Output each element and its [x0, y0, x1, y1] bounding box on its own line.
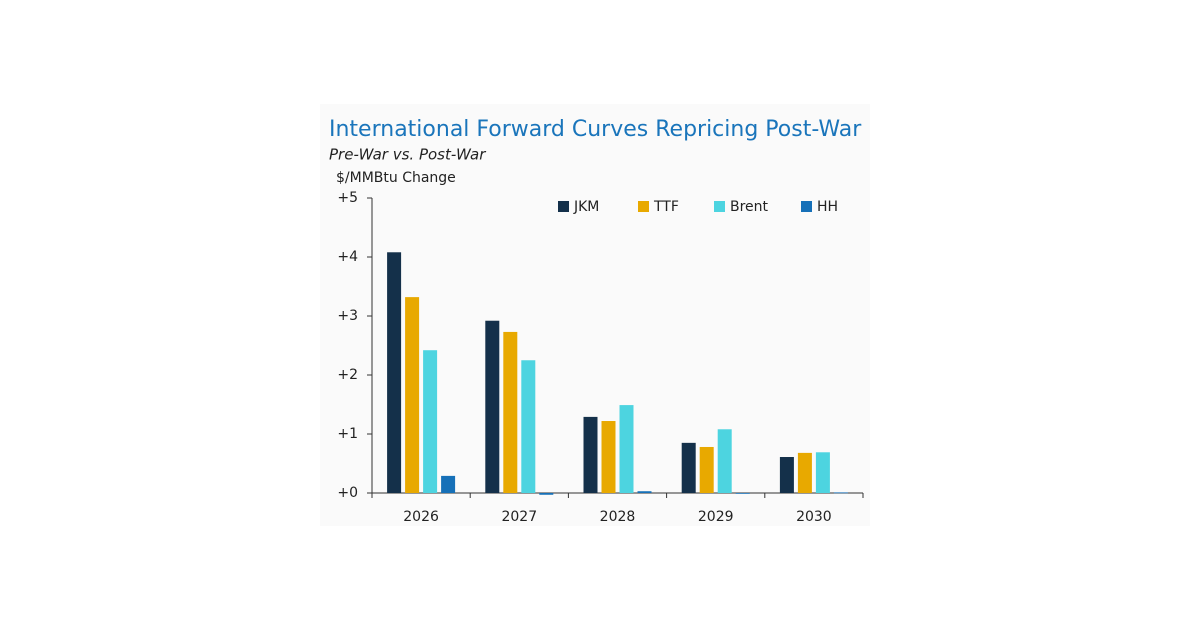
bar: [637, 491, 652, 493]
y-tick-label: +2: [337, 367, 358, 383]
bar: [539, 493, 554, 495]
legend-swatch: [801, 201, 812, 212]
bar: [387, 252, 402, 493]
bar: [583, 416, 598, 493]
bar: [779, 457, 794, 493]
y-tick-label: +3: [337, 308, 358, 324]
y-tick-label: +1: [337, 426, 358, 442]
bar: [815, 452, 830, 493]
legend-label: JKM: [573, 199, 599, 215]
x-tick-label: 2030: [796, 509, 832, 525]
bar: [797, 452, 812, 493]
legend-label: HH: [817, 199, 838, 215]
x-tick-label: 2029: [698, 509, 734, 525]
bar: [485, 320, 500, 493]
x-tick-label: 2027: [501, 509, 537, 525]
bar: [405, 297, 420, 493]
bar: [681, 442, 696, 493]
x-tick-label: 2026: [403, 509, 439, 525]
y-tick-label: +0: [337, 485, 358, 501]
x-tick-label: 2028: [600, 509, 636, 525]
chart-title: International Forward Curves Repricing P…: [329, 117, 862, 142]
y-tick-label: +4: [337, 249, 358, 265]
bar: [503, 331, 518, 493]
y-axis-label: $/MMBtu Change: [336, 170, 456, 186]
legend-label: TTF: [653, 199, 679, 215]
legend-swatch: [558, 201, 569, 212]
legend-label: Brent: [730, 199, 769, 215]
legend-swatch: [638, 201, 649, 212]
bar: [601, 421, 616, 493]
legend-swatch: [714, 201, 725, 212]
chart-subtitle: Pre-War vs. Post-War: [329, 146, 486, 164]
bar: [735, 493, 750, 494]
bar: [423, 350, 438, 493]
bar: [619, 405, 634, 493]
bar: [717, 429, 732, 493]
bar: [699, 446, 714, 493]
bar: [521, 360, 536, 493]
y-tick-label: +5: [337, 190, 358, 206]
bar: [441, 475, 456, 493]
bar: [833, 492, 848, 494]
